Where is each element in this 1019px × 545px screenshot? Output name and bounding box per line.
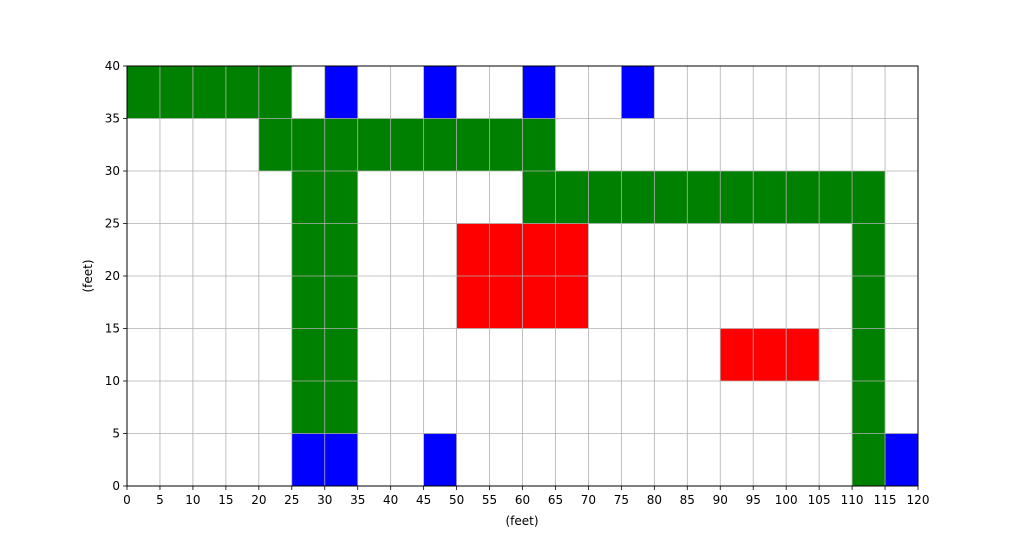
y-axis-title: (feet) xyxy=(81,259,95,292)
x-axis-ticks: 0 5 10 15 20 25 30 35 40 45 50 55 60 65 70 75 80 85 90 95 10… xyxy=(123,486,929,507)
x-tick-label: 115 xyxy=(874,493,897,507)
y-tick-label: 10 xyxy=(105,374,120,388)
x-tick-label: 10 xyxy=(185,493,200,507)
x-tick-label: 120 xyxy=(907,493,930,507)
x-tick-label: 25 xyxy=(284,493,299,507)
blue-cell-block xyxy=(621,66,655,119)
x-tick-label: 85 xyxy=(680,493,695,507)
x-tick-label: 95 xyxy=(746,493,761,507)
green-cell-block xyxy=(522,171,886,224)
red-cell-block xyxy=(720,328,820,381)
x-tick-label: 35 xyxy=(350,493,365,507)
blue-cell-block xyxy=(423,433,457,486)
y-tick-label: 5 xyxy=(112,427,120,441)
x-tick-label: 20 xyxy=(251,493,266,507)
x-tick-label: 80 xyxy=(647,493,662,507)
x-tick-label: 55 xyxy=(482,493,497,507)
x-axis-title: (feet) xyxy=(505,514,538,528)
x-tick-label: 5 xyxy=(156,493,164,507)
blue-cell-block xyxy=(522,66,556,119)
y-tick-label: 20 xyxy=(105,269,120,283)
green-cell-block xyxy=(852,223,886,486)
y-tick-label: 0 xyxy=(112,479,120,493)
y-tick-label: 35 xyxy=(105,112,120,126)
x-tick-label: 90 xyxy=(713,493,728,507)
y-tick-label: 25 xyxy=(105,217,120,231)
x-tick-label: 50 xyxy=(449,493,464,507)
blue-cell-block xyxy=(885,433,918,486)
green-cell-block xyxy=(258,118,556,171)
x-tick-label: 45 xyxy=(416,493,431,507)
x-tick-label: 40 xyxy=(383,493,398,507)
x-tick-label: 60 xyxy=(515,493,530,507)
y-tick-label: 15 xyxy=(105,322,120,336)
x-tick-label: 0 xyxy=(123,493,131,507)
blue-cell-block xyxy=(324,66,358,119)
y-tick-label: 40 xyxy=(105,59,120,73)
x-tick-label: 110 xyxy=(841,493,864,507)
x-tick-label: 15 xyxy=(218,493,233,507)
y-tick-label: 30 xyxy=(105,164,120,178)
x-tick-label: 70 xyxy=(581,493,596,507)
x-tick-label: 30 xyxy=(317,493,332,507)
x-tick-label: 100 xyxy=(775,493,798,507)
blue-cell-block xyxy=(423,66,457,119)
y-axis-ticks: 0 5 10 15 20 25 30 35 40 xyxy=(105,59,127,493)
x-tick-label: 105 xyxy=(808,493,831,507)
x-tick-label: 75 xyxy=(614,493,629,507)
x-tick-label: 65 xyxy=(548,493,563,507)
green-cell-block xyxy=(127,66,292,119)
